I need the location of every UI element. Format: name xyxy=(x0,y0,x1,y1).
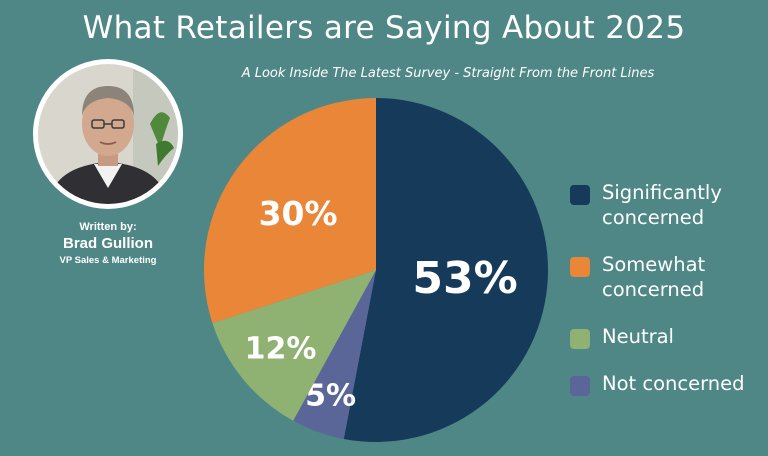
pie-label-significantly-concerned: 53% xyxy=(412,253,517,304)
legend-label-line: Somewhat xyxy=(602,253,706,276)
pie-label-not-concerned: 5% xyxy=(305,379,356,414)
author-name: Brad Gullion xyxy=(63,235,153,252)
legend-label-line: concerned xyxy=(602,206,705,229)
author-role: VP Sales & Marketing xyxy=(59,255,157,266)
legend-label-line: Not concerned xyxy=(602,372,745,395)
legend-item-significantly-concerned: Significantly concerned xyxy=(570,180,766,230)
pie-label-neutral: 12% xyxy=(245,331,317,366)
legend-item-somewhat-concerned: Somewhat concerned xyxy=(570,252,766,302)
chart-legend: Significantly concerned Somewhat concerned N… xyxy=(570,180,766,396)
pie-label-somewhat-concerned: 30% xyxy=(259,194,338,233)
pie-slice-significantly-concerned xyxy=(343,98,548,442)
page-title: What Retailers are Saying About 2025 xyxy=(82,10,686,46)
pie-slice-neutral xyxy=(212,270,376,421)
legend-swatch xyxy=(570,185,590,205)
page-subtitle: A Look Inside The Latest Survey - Straig… xyxy=(241,66,655,81)
legend-label-line: Significantly xyxy=(602,181,722,204)
legend-swatch xyxy=(570,329,590,349)
legend-label-line: Neutral xyxy=(602,325,674,348)
legend-item-not-concerned: Not concerned xyxy=(570,371,766,396)
pie-slice-not-concerned xyxy=(293,270,376,439)
pie-slice-somewhat-concerned xyxy=(204,97,376,324)
legend-swatch xyxy=(570,376,590,396)
author-info: Written by: Brad Gullion VP Sales & Mark… xyxy=(20,220,196,268)
legend-swatch xyxy=(570,257,590,277)
legend-label-line: concerned xyxy=(602,278,705,301)
legend-item-neutral: Neutral xyxy=(570,324,766,349)
author-written-by: Written by: xyxy=(79,221,137,233)
